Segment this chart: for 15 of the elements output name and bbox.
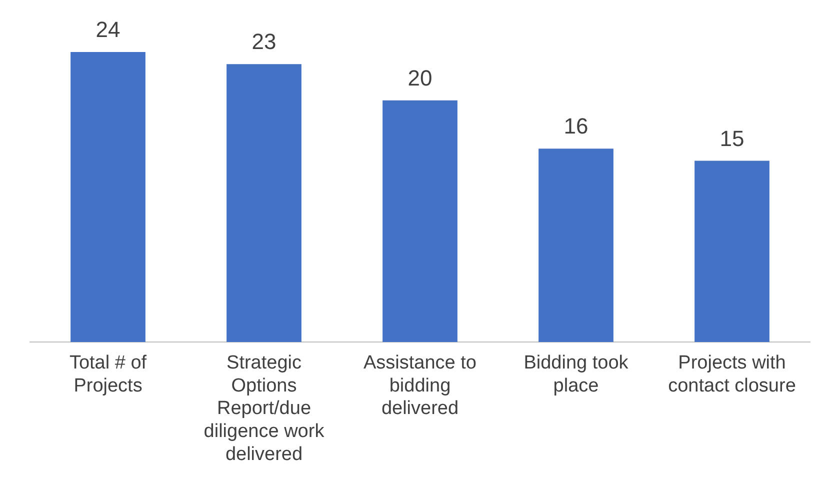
bar xyxy=(382,100,458,342)
x-tick-label: Projects with contact closure xyxy=(668,352,796,396)
bar xyxy=(70,52,146,342)
data-label: 16 xyxy=(564,114,588,139)
data-label: 20 xyxy=(408,65,432,90)
x-tick-label: Assistance to bidding delivered xyxy=(364,352,476,420)
data-label: 24 xyxy=(96,17,120,42)
x-tick-label: Total # of Projects xyxy=(69,352,148,396)
bar xyxy=(538,148,614,342)
x-tick-label: Bidding took place xyxy=(524,352,629,396)
bar xyxy=(694,160,770,342)
x-tick-label: Strategic Options Report/due diligence work delivered xyxy=(204,352,325,465)
bar xyxy=(226,64,302,342)
data-label: 23 xyxy=(252,29,276,54)
data-label: 15 xyxy=(720,126,744,151)
